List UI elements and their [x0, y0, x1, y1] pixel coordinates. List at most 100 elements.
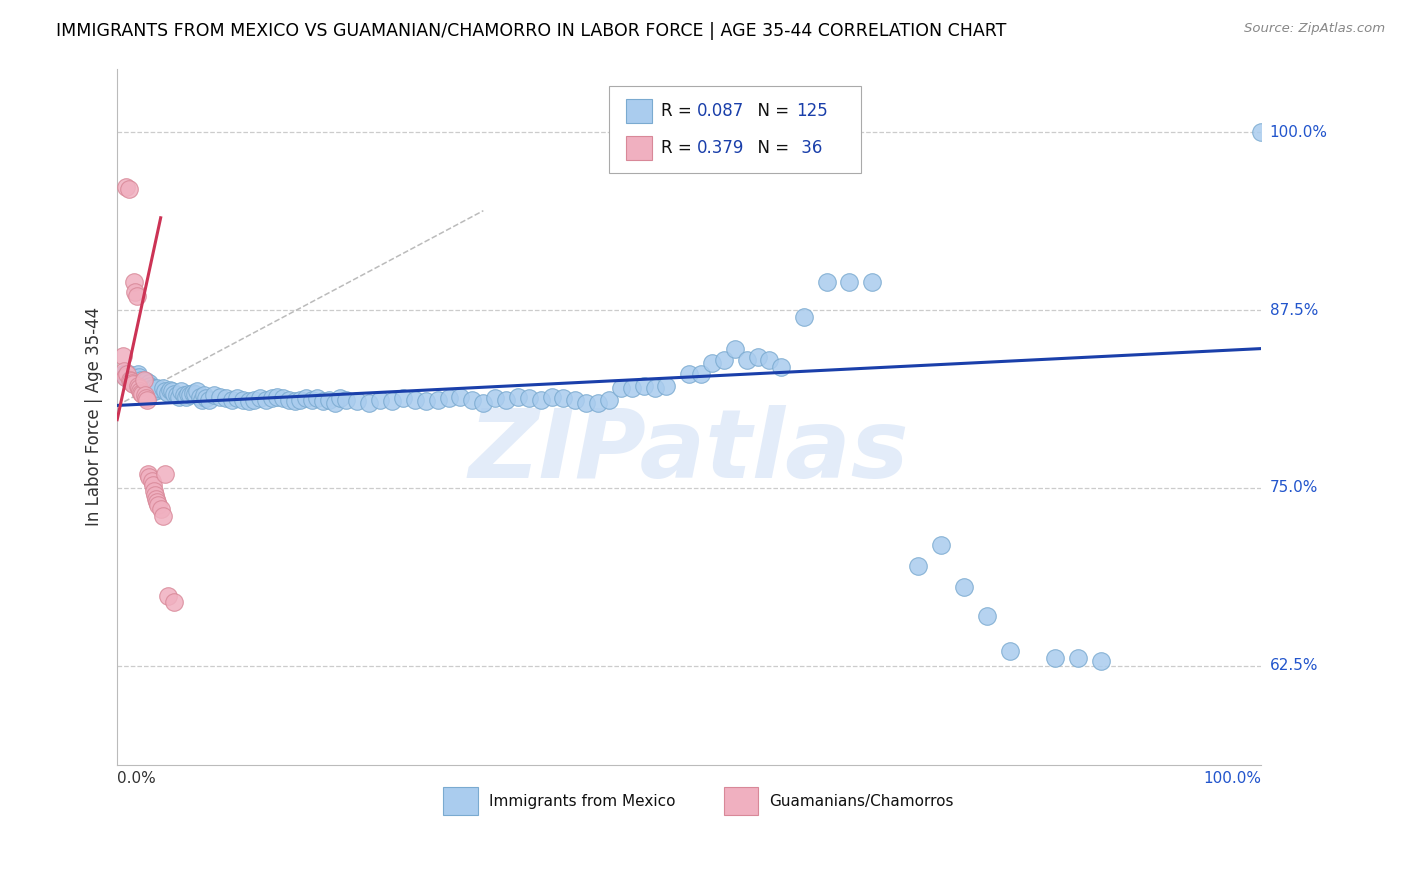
Point: [381, 394, 404, 409]
Point: [689, 367, 711, 381]
Point: [141, 381, 163, 395]
Point: [111, 367, 134, 381]
Text: Immigrants from Mexico: Immigrants from Mexico: [489, 794, 675, 809]
Point: [142, 478, 165, 492]
Point: [307, 392, 329, 406]
Point: [148, 498, 170, 512]
Point: [724, 342, 747, 356]
Point: [163, 387, 186, 401]
Point: [415, 394, 437, 409]
Point: [713, 353, 735, 368]
Point: [260, 392, 283, 406]
Point: [155, 384, 177, 399]
Point: [998, 644, 1021, 658]
Point: [1045, 651, 1067, 665]
Point: [156, 385, 179, 400]
Point: [139, 378, 162, 392]
Point: [128, 370, 150, 384]
Point: [117, 367, 139, 381]
Text: 100.0%: 100.0%: [1204, 771, 1261, 786]
Point: [204, 388, 226, 402]
Point: [564, 392, 586, 407]
Point: [277, 392, 299, 407]
Point: [195, 392, 218, 406]
Point: [644, 381, 666, 395]
Point: [122, 377, 145, 392]
Point: [1090, 654, 1112, 668]
Point: [160, 384, 183, 399]
Point: [135, 392, 157, 406]
Point: [129, 373, 152, 387]
Point: [124, 370, 146, 384]
Text: 125: 125: [796, 102, 828, 120]
Point: [655, 378, 678, 392]
Point: [143, 488, 166, 502]
Point: [115, 179, 138, 194]
Point: [266, 390, 288, 404]
Point: [506, 390, 529, 404]
Point: [131, 376, 153, 390]
Point: [609, 381, 631, 395]
Text: 100.0%: 100.0%: [1270, 125, 1327, 140]
Text: 62.5%: 62.5%: [1270, 658, 1319, 673]
Text: R =: R =: [661, 102, 697, 120]
Point: [1250, 126, 1272, 140]
Point: [124, 373, 146, 387]
Point: [117, 367, 139, 381]
Point: [243, 392, 266, 407]
Point: [129, 385, 152, 400]
Point: [138, 376, 160, 390]
Point: [702, 356, 724, 370]
Point: [323, 395, 346, 409]
Point: [128, 381, 150, 395]
Point: [335, 392, 357, 407]
Point: [115, 370, 138, 384]
Point: [146, 381, 169, 395]
Point: [117, 182, 139, 196]
Point: [357, 395, 380, 409]
FancyBboxPatch shape: [626, 99, 651, 123]
Point: [134, 378, 156, 392]
Point: [120, 374, 142, 388]
Point: [135, 374, 157, 388]
Point: [472, 395, 495, 409]
Point: [621, 381, 644, 395]
Point: [329, 392, 352, 406]
Point: [437, 392, 460, 406]
Point: [1067, 651, 1090, 665]
Text: 0.379: 0.379: [697, 139, 745, 157]
Point: [145, 492, 167, 507]
Point: [111, 349, 134, 363]
Point: [117, 371, 139, 385]
Point: [953, 581, 976, 595]
Point: [271, 392, 294, 406]
Point: [747, 350, 769, 364]
FancyBboxPatch shape: [443, 788, 478, 815]
Point: [118, 374, 141, 388]
Point: [143, 384, 166, 399]
Point: [598, 392, 620, 407]
Point: [392, 392, 415, 406]
Text: N =: N =: [747, 102, 794, 120]
Point: [136, 381, 159, 395]
Y-axis label: In Labor Force | Age 35-44: In Labor Force | Age 35-44: [86, 307, 103, 526]
Point: [112, 364, 135, 378]
Point: [226, 392, 249, 406]
Point: [149, 502, 172, 516]
Point: [193, 388, 215, 402]
FancyBboxPatch shape: [626, 136, 651, 160]
Point: [181, 385, 204, 400]
Point: [301, 392, 323, 407]
Point: [125, 289, 148, 303]
Point: [124, 275, 146, 289]
Text: 75.0%: 75.0%: [1270, 481, 1317, 495]
Point: [188, 390, 211, 404]
Point: [170, 384, 193, 399]
Point: [132, 373, 155, 387]
Point: [114, 370, 136, 384]
Point: [186, 384, 208, 399]
Point: [238, 394, 260, 409]
Point: [136, 392, 159, 407]
Point: [312, 394, 335, 409]
Point: [155, 467, 177, 481]
